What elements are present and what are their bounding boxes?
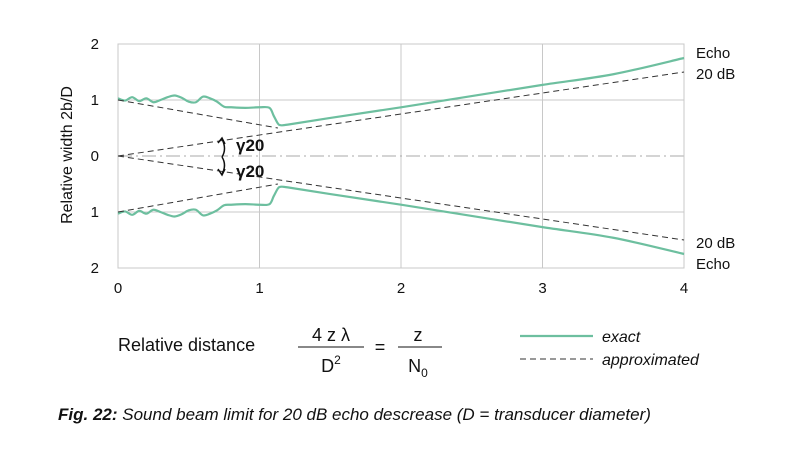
series-approximated-upper-far [117,71,685,157]
formula-den2-sub: 0 [421,366,428,380]
legend-approximated-label: approximated [602,352,700,369]
tick-layer: 0 1 2 3 4 2 1 0 1 2 [91,36,689,297]
y-tick-label: 1 [91,204,99,221]
formula-denominator-1: D2 [321,353,341,376]
figure-caption: Fig. 22: Sound beam limit for 20 dB echo… [58,405,651,425]
annotation-20db-lower: 20 dB [696,235,735,252]
formula-label: Relative distance [118,335,255,355]
series-approximated-lower-far [117,155,685,241]
y-tick-label: 1 [91,92,99,109]
formula-denominator-2: N0 [408,356,428,380]
y-axis-label: Relative width 2b/D [59,86,76,224]
x-tick-label: 0 [114,280,122,297]
x-tick-label: 1 [255,280,263,297]
gamma-arrow-lower [217,168,226,177]
series-approximated-upper-near [117,99,278,129]
gamma-label-upper: γ20 [236,136,264,155]
series-exact-lower [117,185,685,256]
series-layer [117,56,685,256]
annotation-echo-lower: Echo [696,256,730,273]
legend-exact-label: exact [602,329,641,346]
formula-equals: = [375,337,386,357]
y-tick-label: 0 [91,148,99,165]
caption-prefix: Fig. 22: [58,405,118,424]
series-approximated-lower-near [117,183,278,213]
y-tick-label: 2 [91,36,99,53]
caption-text: Sound beam limit for 20 dB echo descreas… [117,405,651,424]
formula-den1-base: D [321,356,334,376]
beam-chart: 0 1 2 3 4 2 1 0 1 2 Relative width 2b/D γ20 γ20 E… [59,36,735,380]
x-tick-label: 4 [680,280,688,297]
gamma-arrow-upper [217,136,226,145]
x-tick-label: 3 [538,280,546,297]
annotation-20db-upper: 20 dB [696,66,735,83]
annotation-echo-upper: Echo [696,45,730,62]
series-exact-upper [117,56,685,127]
formula-numerator-1: 4 z λ [312,325,350,345]
formula-den1-sup: 2 [334,353,341,367]
formula-den2-base: N [408,356,421,376]
formula-numerator-2: z [414,325,423,345]
x-tick-label: 2 [397,280,405,297]
gamma-label-lower: γ20 [236,162,264,181]
y-tick-label: 2 [91,260,99,277]
